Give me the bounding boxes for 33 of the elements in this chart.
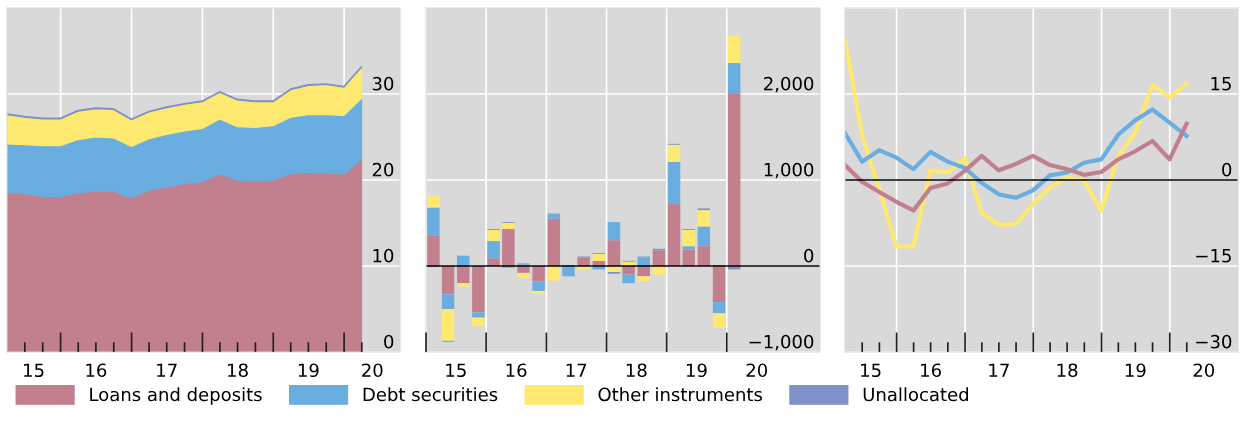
y-tick-label: 15 [1211, 77, 1231, 91]
y-tick-label: 0 [1222, 162, 1232, 177]
y-tick-label: −15 [1196, 249, 1231, 263]
x-tick-label: 19 [298, 363, 319, 378]
legend-label: Debt securities [363, 387, 498, 402]
x-tick-label: 17 [157, 363, 177, 377]
y-tick-label: 10 [373, 248, 394, 263]
y-tick-label: 0 [804, 248, 814, 263]
y-tick-label: 30 [372, 76, 394, 91]
x-tick-label: 20 [362, 363, 383, 378]
x-tick-label: 20 [746, 363, 768, 378]
x-tick-label: 15 [446, 363, 466, 378]
legend-label: Loans and deposits [90, 387, 262, 405]
x-tick-label: 18 [1057, 363, 1078, 378]
y-tick-label: 2,000 [764, 76, 814, 93]
y-tick-label: 0 [384, 334, 394, 349]
x-tick-label: 16 [506, 363, 527, 378]
x-tick-label: 17 [566, 363, 587, 377]
x-tick-label: 15 [861, 363, 881, 378]
y-tick-label: 1,000 [764, 162, 814, 179]
x-tick-label: 19 [686, 363, 707, 378]
x-tick-label: 19 [1125, 363, 1146, 378]
y-tick-label: −30 [1196, 334, 1232, 349]
legend-label: Other instruments [598, 387, 763, 402]
y-tick-label: 20 [372, 162, 394, 177]
x-tick-label: 15 [24, 363, 44, 378]
legend-label: Unallocated [863, 387, 968, 402]
x-tick-label: 16 [86, 363, 107, 378]
x-tick-label: 18 [228, 363, 248, 378]
x-tick-label: 16 [921, 363, 941, 378]
x-tick-label: 17 [989, 363, 1009, 377]
y-tick-label: −1,000 [749, 334, 814, 351]
x-tick-label: 18 [626, 363, 647, 378]
